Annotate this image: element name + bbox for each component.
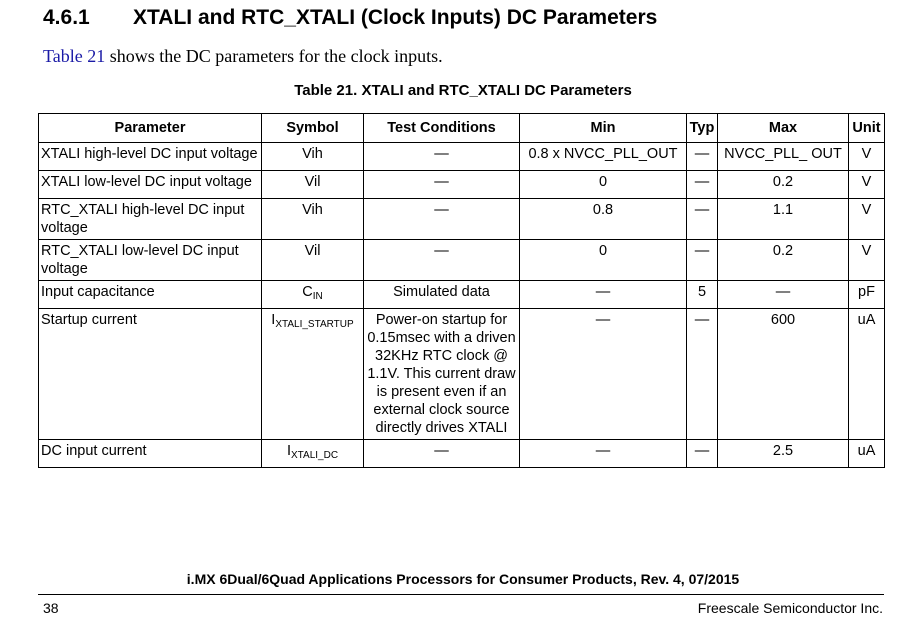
symbol: Vih: [302, 202, 323, 218]
table-header-row: Parameter Symbol Test Conditions Min Typ…: [38, 113, 885, 143]
parameter-cell: Startup current: [38, 308, 262, 440]
parameter-cell: Input capacitance: [38, 280, 262, 309]
header-cell: Symbol: [261, 113, 364, 143]
parameter-cell: XTALI low-level DC input voltage: [38, 170, 262, 199]
symbol-cell: Vil: [261, 170, 364, 199]
unit-cell: uA: [848, 308, 885, 440]
symbol-cell: Vil: [261, 239, 364, 281]
unit-cell: V: [848, 198, 885, 240]
symbol-cell: IXTALI_STARTUP: [261, 308, 364, 440]
test-conditions-cell: Simulated data: [363, 280, 520, 309]
symbol: Vil: [304, 243, 321, 259]
unit-cell: uA: [848, 439, 885, 468]
table-row: DC input current IXTALI_DC — — —2.5 uA: [38, 439, 885, 468]
table-row: RTC_XTALI high-level DC input voltage Vih…: [38, 198, 885, 240]
table-row: XTALI high-level DC input voltage Vih —0.8…: [38, 142, 885, 171]
section-heading: 4.6.1 XTALI and RTC_XTALI (Clock Inputs) …: [43, 6, 657, 30]
dc-parameters-table: Parameter Symbol Test Conditions Min Typ…: [38, 113, 885, 468]
table-row: RTC_XTALI low-level DC input voltage Vil —…: [38, 239, 885, 281]
symbol-cell: IXTALI_DC: [261, 439, 364, 468]
table-caption: Table 21. XTALI and RTC_XTALI DC Paramet…: [294, 82, 632, 99]
max-cell: 600: [717, 308, 849, 440]
table-link[interactable]: Table 21: [43, 46, 106, 66]
symbol: I: [286, 443, 291, 459]
unit-cell: V: [848, 142, 885, 171]
max-cell: 2.5: [717, 439, 849, 468]
symbol: Vil: [304, 174, 321, 190]
header-cell: Min: [519, 113, 687, 143]
unit-cell: V: [848, 239, 885, 281]
max-cell: 1.1: [717, 198, 849, 240]
symbol: Vih: [302, 146, 323, 162]
test-conditions-cell: —: [363, 239, 520, 281]
parameter-cell: RTC_XTALI high-level DC input voltage: [38, 198, 262, 240]
header-cell: Test Conditions: [363, 113, 520, 143]
test-conditions-cell: Power-on startup for 0.15msec with a dri…: [363, 308, 520, 440]
min-cell: —: [519, 439, 687, 468]
section-title: XTALI and RTC_XTALI (Clock Inputs) DC Pa…: [133, 6, 658, 29]
min-cell: 0: [519, 170, 687, 199]
symbol-subscript: XTALI_DC: [290, 450, 339, 461]
symbol-subscript: XTALI_STARTUP: [275, 319, 354, 330]
min-cell: 0: [519, 239, 687, 281]
header-cell: Parameter: [38, 113, 262, 143]
symbol: I: [271, 312, 276, 328]
min-cell: 0.8: [519, 198, 687, 240]
table-row: XTALI low-level DC input voltage Vil —0—0.…: [38, 170, 885, 199]
intro-paragraph: Table 21 shows the DC parameters for the…: [43, 46, 443, 67]
typ-cell: 5: [686, 280, 718, 309]
header-cell: Unit: [848, 113, 885, 143]
typ-cell: —: [686, 239, 718, 281]
min-cell: —: [519, 280, 687, 309]
parameter-cell: RTC_XTALI low-level DC input voltage: [38, 239, 262, 281]
test-conditions-cell: —: [363, 142, 520, 171]
max-cell: 0.2: [717, 170, 849, 199]
symbol-subscript: IN: [312, 291, 323, 302]
symbol-cell: CIN: [261, 280, 364, 309]
max-cell: —: [717, 280, 849, 309]
parameter-cell: XTALI high-level DC input voltage: [38, 142, 262, 171]
footer-title: i.MX 6Dual/6Quad Applications Processors…: [186, 571, 740, 587]
max-cell: NVCC_PLL_ OUT: [717, 142, 849, 171]
symbol: C: [302, 284, 313, 300]
typ-cell: —: [686, 170, 718, 199]
footer-rule: [38, 594, 884, 595]
company-name: Freescale Semiconductor Inc.: [697, 600, 883, 616]
header-cell: Max: [717, 113, 849, 143]
unit-cell: pF: [848, 280, 885, 309]
page-number: 38: [43, 600, 59, 616]
min-cell: —: [519, 308, 687, 440]
symbol-cell: Vih: [261, 142, 364, 171]
unit-cell: V: [848, 170, 885, 199]
test-conditions-cell: —: [363, 198, 520, 240]
test-conditions-cell: —: [363, 439, 520, 468]
parameter-cell: DC input current: [38, 439, 262, 468]
header-cell: Typ: [686, 113, 718, 143]
table-row: Input capacitance CIN Simulated data —5— pF: [38, 280, 885, 309]
typ-cell: —: [686, 198, 718, 240]
intro-text: shows the DC parameters for the clock in…: [105, 46, 443, 66]
max-cell: 0.2: [717, 239, 849, 281]
test-conditions-cell: —: [363, 170, 520, 199]
table-row: Startup current IXTALI_STARTUP Power-on st…: [38, 308, 885, 440]
symbol-cell: Vih: [261, 198, 364, 240]
section-number: 4.6.1: [43, 6, 90, 29]
typ-cell: —: [686, 439, 718, 468]
typ-cell: —: [686, 142, 718, 171]
min-cell: 0.8 x NVCC_PLL_OUT: [519, 142, 687, 171]
typ-cell: —: [686, 308, 718, 440]
